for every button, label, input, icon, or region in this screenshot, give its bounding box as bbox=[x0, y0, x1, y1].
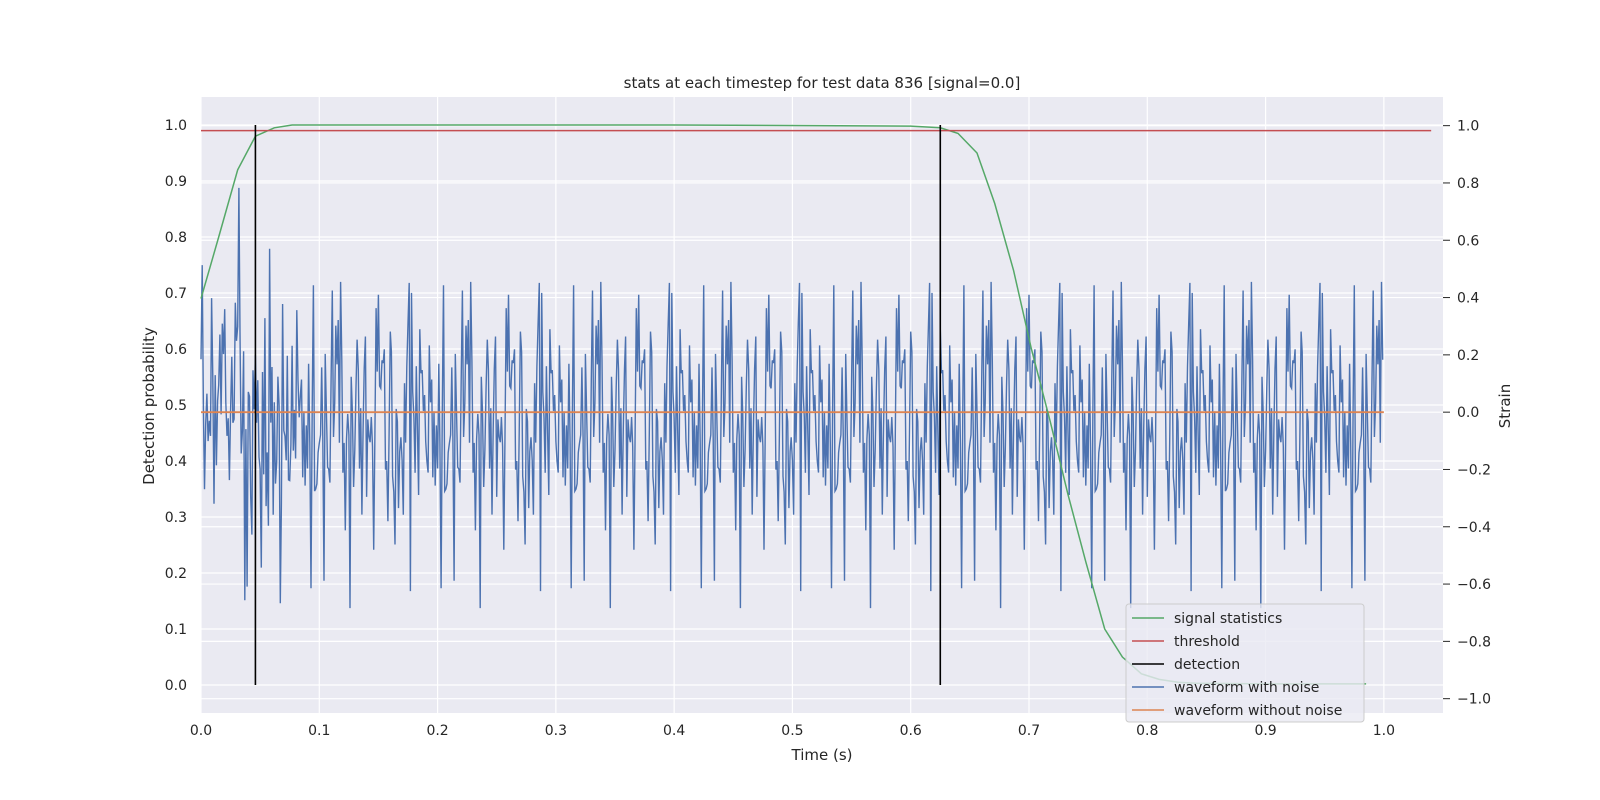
right-y-tick-label: −0.4 bbox=[1457, 520, 1491, 536]
y-tick-label: 0.4 bbox=[165, 454, 187, 470]
y-tick-label: 0.9 bbox=[165, 174, 187, 190]
legend-label-threshold: threshold bbox=[1174, 634, 1240, 650]
y-tick-label: 0.2 bbox=[165, 566, 187, 582]
x-tick-label: 0.4 bbox=[663, 723, 685, 739]
right-y-tick-label: 0.4 bbox=[1457, 291, 1479, 307]
right-y-tick-label: −0.8 bbox=[1457, 634, 1491, 650]
right-y-tick-label: −0.6 bbox=[1457, 577, 1491, 593]
y-tick-label: 0.0 bbox=[165, 678, 187, 694]
x-tick-label: 0.3 bbox=[545, 723, 567, 739]
x-tick-label: 0.9 bbox=[1254, 723, 1276, 739]
x-axis-ticks: 0.0 0.1 0.2 0.3 0.4 0.5 0.6 0.7 0.8 0.9 1.0 bbox=[190, 723, 1395, 739]
x-tick-label: 0.2 bbox=[426, 723, 448, 739]
legend-label-signal-statistics: signal statistics bbox=[1174, 611, 1282, 627]
x-axis-title: Time (s) bbox=[791, 746, 853, 764]
right-y-tick-label: 1.0 bbox=[1457, 119, 1479, 135]
y-tick-label: 0.7 bbox=[165, 286, 187, 302]
right-y-tick-label: 0.0 bbox=[1457, 405, 1479, 421]
x-tick-label: 0.6 bbox=[900, 723, 922, 739]
legend-label-detection: detection bbox=[1174, 657, 1240, 673]
x-tick-label: 0.7 bbox=[1018, 723, 1040, 739]
y-tick-label: 0.3 bbox=[165, 510, 187, 526]
legend: signal statistics threshold detection wa… bbox=[1125, 603, 1365, 723]
y-tick-label: 0.8 bbox=[165, 230, 187, 246]
y-axis-title: Detection probability bbox=[140, 327, 158, 485]
x-tick-label: 0.8 bbox=[1136, 723, 1158, 739]
right-y-tick-label: 0.2 bbox=[1457, 348, 1479, 364]
right-y-tick-label: −1.0 bbox=[1457, 692, 1491, 708]
x-tick-label: 0.5 bbox=[781, 723, 803, 739]
x-tick-label: 0.0 bbox=[190, 723, 212, 739]
y-tick-label: 0.5 bbox=[165, 398, 187, 414]
series-layer bbox=[200, 124, 1432, 685]
right-y-axis-ticks: −1.0 −0.8 −0.6 −0.4 −0.2 0.0 0.2 0.4 0.6 0.8 1.0 bbox=[1443, 119, 1491, 708]
legend-label-waveform-with-noise: waveform with noise bbox=[1174, 680, 1319, 696]
chart-title: stats at each timestep for test data 836… bbox=[624, 74, 1021, 92]
right-y-tick-label: 0.8 bbox=[1457, 176, 1479, 192]
y-axis-ticks: 0.0 0.1 0.2 0.3 0.4 0.5 0.6 0.7 0.8 0.9 1.0 bbox=[165, 118, 187, 694]
right-y-axis-title: Strain bbox=[1496, 384, 1514, 428]
right-y-tick-label: 0.6 bbox=[1457, 233, 1479, 249]
right-y-tick-label: −0.2 bbox=[1457, 462, 1491, 478]
y-tick-label: 1.0 bbox=[165, 118, 187, 134]
y-tick-label: 0.1 bbox=[165, 622, 187, 638]
legend-box bbox=[1125, 603, 1365, 723]
x-tick-label: 0.1 bbox=[308, 723, 330, 739]
x-tick-label: 1.0 bbox=[1373, 723, 1395, 739]
legend-label-waveform-without-noise: waveform without noise bbox=[1174, 703, 1342, 719]
y-tick-label: 0.6 bbox=[165, 342, 187, 358]
